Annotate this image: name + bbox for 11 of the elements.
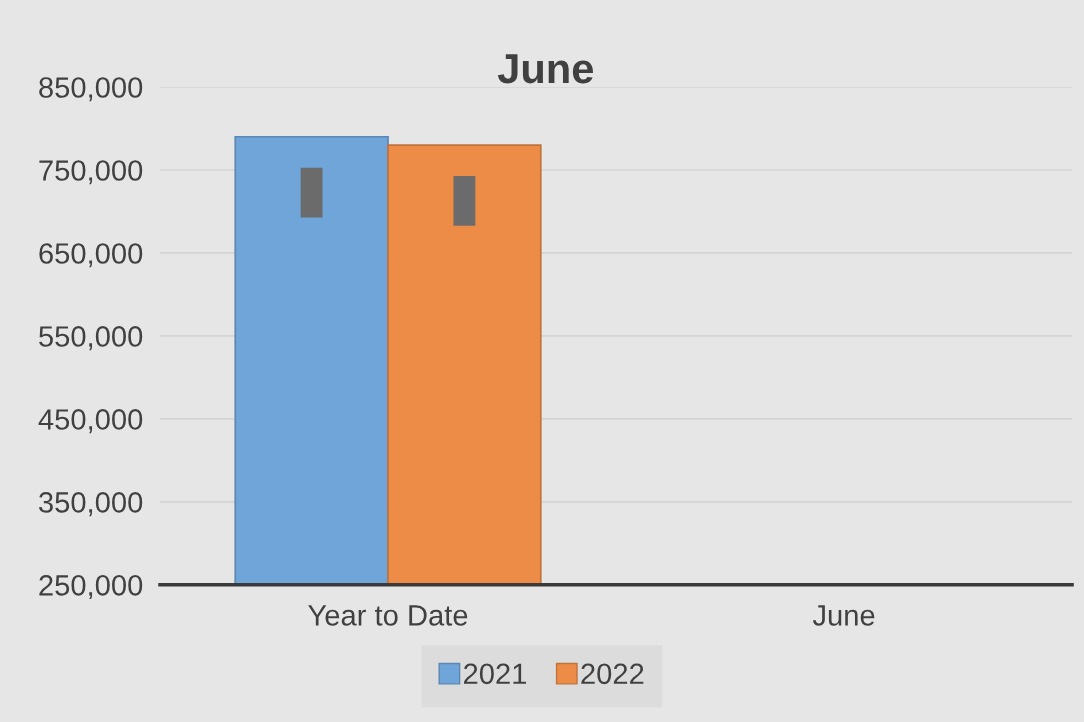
y-tick-label: 250,000 [39,575,143,600]
chart-title: June [497,54,593,84]
y-tick-label: 750,000 [39,160,143,185]
y-tick-label: 850,000 [39,77,143,102]
legend-label: 2021 [464,663,526,685]
y-tick-label: 350,000 [39,492,143,517]
y-tick-label: 550,000 [39,326,143,351]
y-tick-label: 450,000 [38,409,143,434]
legend-label: 2022 [581,663,644,685]
y-tick-label: 650,000 [39,243,143,268]
x-tick-label: Year to Date [308,605,468,626]
